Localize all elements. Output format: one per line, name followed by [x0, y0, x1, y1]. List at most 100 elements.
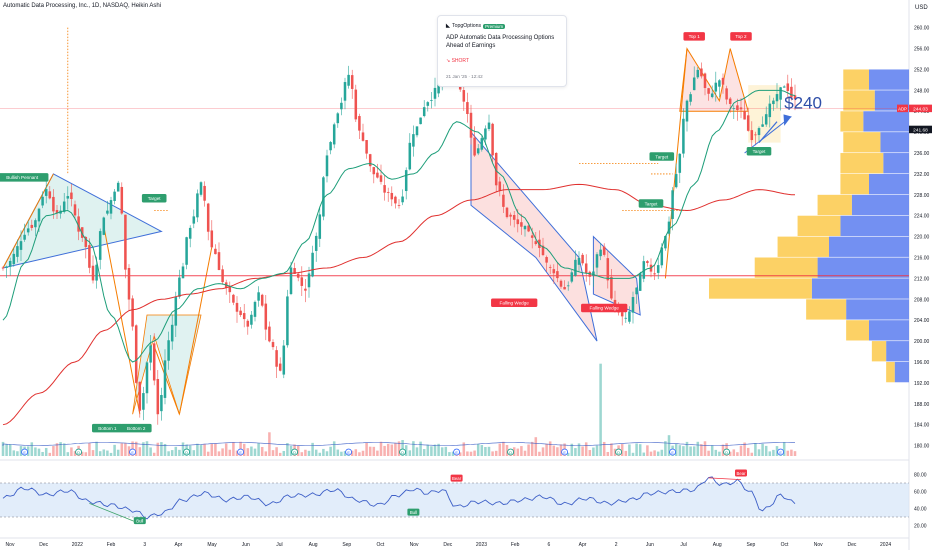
idea-title[interactable]: ADP Automatic Data Processing Options Ah… [446, 35, 555, 49]
volume-bar [52, 446, 55, 456]
candle-body [462, 90, 466, 102]
time-tick-label: May [207, 542, 217, 548]
candle-body [84, 236, 88, 247]
event-marker-text: D [617, 451, 620, 455]
volume-bar [221, 448, 224, 456]
candle-body [761, 124, 764, 127]
volume-bar [534, 437, 538, 456]
volume-bar [160, 442, 163, 456]
annotation-label[interactable]: Bottom 1 [92, 423, 123, 433]
price-tick-label: 228.00 [914, 193, 930, 199]
candle-body [23, 234, 26, 240]
idea-card[interactable]: ◣ TopgOptions Premium ADP Automatic Data… [437, 15, 567, 87]
candle-body [527, 225, 530, 232]
rsi-divergence-label[interactable]: Bear [450, 474, 463, 482]
annotation-label[interactable]: Top 2 [730, 32, 752, 41]
candle-body [502, 194, 505, 207]
volume-bar [278, 452, 282, 456]
candle-body [764, 114, 768, 125]
volume-bar [138, 447, 142, 456]
rsi-divergence-label[interactable]: Bull [133, 517, 146, 525]
time-tick-label: Feb [107, 542, 116, 548]
dividend-marker[interactable] [291, 448, 299, 456]
volume-bar [430, 446, 433, 456]
volume-bar [350, 450, 354, 456]
annotation-label[interactable]: Falling Wedge [491, 298, 538, 308]
candle-body [271, 342, 275, 348]
candle-body [779, 87, 782, 100]
candle-body [232, 294, 235, 303]
author-name[interactable]: TopgOptions [452, 23, 482, 29]
dividend-marker[interactable] [507, 448, 515, 456]
annotation-label[interactable]: Target [638, 199, 664, 208]
annotation-label[interactable]: Target [746, 147, 772, 156]
earnings-marker[interactable] [345, 448, 353, 456]
dividend-marker[interactable] [399, 448, 407, 456]
volume-bar [73, 451, 77, 456]
time-tick-label: Dec [443, 542, 452, 548]
volume-bar [419, 441, 422, 456]
candle-body [750, 130, 754, 141]
dividend-marker[interactable] [615, 448, 622, 456]
volume-bar [620, 444, 624, 456]
rsi-label-text: Bull [136, 519, 143, 524]
annotation-label[interactable]: Bullish Pennant [0, 173, 49, 182]
candle-body [599, 249, 602, 257]
rsi-label-bg [133, 517, 146, 525]
candle-body [390, 192, 394, 200]
projection-line [153, 346, 180, 415]
candle-body [703, 73, 707, 89]
rsi-divergence-label[interactable]: Bear [735, 469, 747, 477]
earnings-marker[interactable] [777, 448, 784, 456]
annotation-label[interactable]: Falling Wedge [581, 303, 628, 313]
earnings-marker[interactable] [561, 448, 568, 456]
candle-body [516, 219, 520, 225]
candle-body [786, 83, 790, 91]
earnings-marker[interactable] [237, 448, 245, 456]
annotation-label[interactable]: Target [649, 152, 675, 161]
earnings-marker[interactable] [129, 448, 137, 456]
volume-bar [790, 449, 793, 456]
rsi-divergence-line [89, 503, 137, 523]
idea-timestamp: 21 Jan '25 · 12:42 [446, 74, 483, 79]
dividend-marker[interactable] [723, 448, 730, 456]
consolidation-box [748, 85, 781, 143]
volume-bar [289, 445, 293, 456]
annotation-label[interactable]: Top 1 [683, 32, 705, 41]
volume-profile-up-bar [777, 236, 829, 257]
volume-bar [55, 443, 59, 456]
candle-body [343, 82, 347, 101]
rsi-divergence-label[interactable]: Bull [407, 508, 420, 516]
rsi-label-text: Bull [410, 510, 417, 515]
volume-bar [653, 450, 656, 456]
candle-body [754, 134, 757, 136]
volume-bar [314, 449, 318, 456]
earnings-marker[interactable] [21, 448, 29, 456]
volume-bar [394, 443, 397, 456]
annotation-label[interactable]: Target [141, 194, 167, 203]
dividend-marker[interactable] [183, 448, 191, 456]
dividend-marker[interactable] [75, 448, 82, 456]
candle-body [91, 265, 95, 281]
candle-body [52, 196, 55, 212]
volume-bar [775, 446, 779, 456]
earnings-marker[interactable] [453, 448, 461, 456]
candle-body [606, 258, 610, 281]
candle-body [336, 113, 340, 124]
time-tick-label: Nov [410, 542, 419, 548]
volume-bar [257, 443, 260, 456]
volume-bar [631, 452, 635, 456]
candle-body [163, 360, 167, 398]
volume-bar [577, 443, 581, 456]
volume-profile-up-bar [843, 69, 869, 90]
volume-bar [678, 445, 682, 456]
candle-body [124, 214, 127, 270]
annotation-label-bg [120, 423, 152, 433]
candle-body [142, 393, 145, 410]
annotation-label[interactable]: Bottom 2 [120, 423, 152, 433]
earnings-marker[interactable] [669, 448, 676, 456]
volume-bar [444, 446, 448, 456]
falling-wedge-shape [470, 130, 598, 342]
candle-body [113, 191, 116, 201]
